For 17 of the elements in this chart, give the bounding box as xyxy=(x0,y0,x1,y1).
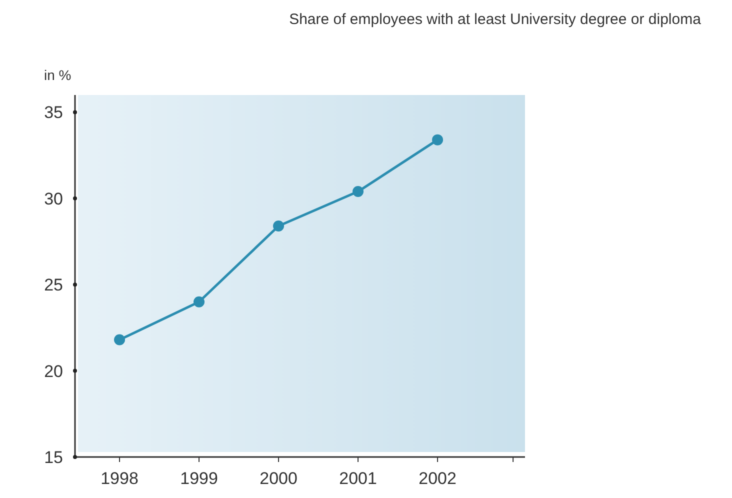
x-tick-label: 1998 xyxy=(100,469,138,488)
x-tick-label: 2002 xyxy=(418,469,456,488)
point xyxy=(352,186,364,198)
x-tick-label: 2000 xyxy=(260,469,298,488)
point xyxy=(432,134,444,146)
point xyxy=(114,334,126,346)
x-tick-label: 2001 xyxy=(339,469,377,488)
y-tick-label: 35 xyxy=(44,103,63,122)
point xyxy=(194,296,205,308)
y-tick-label: 25 xyxy=(44,276,63,295)
chart-title: Share of employees with at least University degree or diploma xyxy=(289,11,702,28)
y-tick-label: 15 xyxy=(44,448,63,467)
y-axis-title: in % xyxy=(44,67,72,83)
point xyxy=(273,220,284,232)
x-tick-label: 1999 xyxy=(180,469,218,488)
y-tick-label: 30 xyxy=(44,189,63,208)
y-tick-label: 20 xyxy=(44,362,63,381)
